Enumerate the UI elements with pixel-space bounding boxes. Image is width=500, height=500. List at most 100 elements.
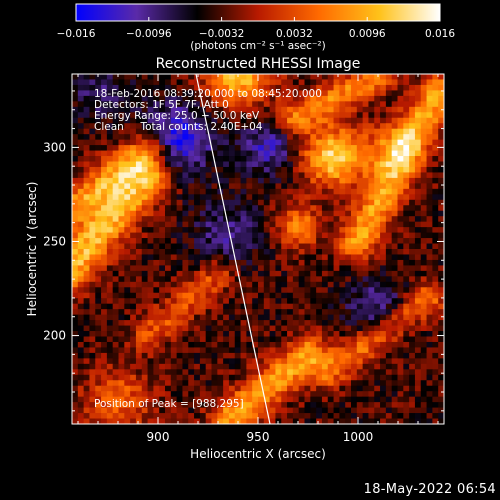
heatmap-cell: [339, 352, 346, 359]
heatmap-cell: [170, 210, 178, 217]
heatmap-cell: [106, 210, 114, 217]
heatmap-cell: [228, 391, 236, 398]
heatmap-cell: [77, 396, 85, 403]
heatmap-cell: [188, 276, 195, 283]
heatmap-cell: [182, 320, 189, 326]
heatmap-cell: [327, 79, 334, 86]
heatmap-cell: [292, 123, 300, 130]
heatmap-cell: [165, 265, 172, 272]
heatmap-cell: [124, 227, 131, 233]
heatmap-cell: [228, 112, 236, 119]
heatmap-cell: [182, 238, 189, 244]
heatmap-cell: [124, 254, 131, 261]
heatmap-cell: [246, 418, 253, 425]
heatmap-cell: [321, 172, 329, 179]
heatmap-cell: [228, 418, 236, 425]
heatmap-cell: [141, 320, 148, 326]
heatmap-cell: [339, 243, 346, 250]
heatmap-cell: [327, 232, 334, 239]
heatmap-cell: [159, 385, 166, 392]
heatmap-cell: [147, 232, 154, 239]
heatmap-cell: [83, 331, 90, 337]
heatmap-cell: [159, 74, 166, 80]
heatmap-cell: [182, 145, 189, 151]
heatmap-cell: [159, 79, 166, 86]
heatmap-cell: [118, 238, 125, 244]
heatmap-cell: [351, 199, 358, 206]
heatmap-cell: [182, 396, 189, 403]
heatmap-cell: [188, 232, 195, 239]
heatmap-cell: [310, 320, 317, 326]
heatmap-cell: [414, 336, 422, 343]
heatmap-cell: [246, 331, 253, 337]
heatmap-cell: [101, 292, 108, 299]
heatmap-cell: [130, 259, 137, 266]
heatmap-cell: [275, 95, 282, 102]
heatmap-cell: [414, 139, 422, 146]
heatmap-cell: [362, 90, 369, 97]
heatmap-cell: [95, 172, 102, 179]
heatmap-cell: [72, 112, 79, 119]
heatmap-cell: [135, 139, 143, 146]
heatmap-cell: [234, 232, 241, 239]
heatmap-cell: [316, 194, 323, 201]
heatmap-cell: [188, 243, 195, 250]
heatmap-cell: [409, 249, 416, 255]
heatmap-cell: [321, 139, 329, 146]
heatmap-cell: [385, 413, 393, 419]
heatmap-cell: [368, 216, 375, 223]
heatmap-cell: [362, 249, 369, 255]
heatmap-cell: [414, 320, 422, 326]
heatmap-cell: [380, 183, 387, 190]
heatmap-cell: [374, 106, 381, 113]
heatmap-cell: [252, 183, 259, 190]
heatmap-cell: [426, 418, 433, 425]
heatmap-cell: [345, 205, 352, 212]
heatmap-cell: [141, 259, 148, 266]
heatmap-cell: [310, 199, 317, 206]
heatmap-cell: [176, 254, 183, 261]
heatmap-cell: [130, 177, 137, 184]
heatmap-cell: [77, 314, 85, 321]
heatmap-cell: [281, 298, 288, 305]
heatmap-cell: [159, 188, 166, 195]
heatmap-cell: [287, 106, 294, 113]
heatmap-cell: [304, 79, 311, 86]
heatmap-cell: [153, 74, 160, 80]
heatmap-cell: [356, 90, 364, 97]
heatmap-cell: [135, 199, 143, 206]
heatmap-cell: [275, 402, 282, 408]
heatmap-cell: [414, 156, 422, 162]
heatmap-cell: [362, 413, 369, 419]
heatmap-cell: [217, 402, 224, 408]
heatmap-cell: [368, 413, 375, 419]
heatmap-cell: [141, 95, 148, 102]
heatmap-cell: [124, 413, 131, 419]
heatmap-cell: [391, 150, 398, 157]
heatmap-cell: [426, 259, 433, 266]
heatmap-cell: [95, 396, 102, 403]
solar-limb-line: [195, 73, 271, 425]
heatmap-cell: [147, 254, 154, 261]
heatmap-cell: [403, 84, 410, 91]
heatmap-cell: [130, 385, 137, 392]
heatmap-cell: [333, 123, 340, 130]
heatmap-cell: [345, 221, 352, 228]
heatmap-cell: [345, 134, 352, 141]
heatmap-cell: [89, 407, 96, 414]
heatmap-cell: [438, 95, 445, 102]
heatmap-cell: [269, 232, 276, 239]
heatmap-cell: [275, 303, 282, 310]
heatmap-cell: [135, 128, 143, 135]
heatmap-cell: [327, 309, 334, 316]
heatmap-cell: [182, 194, 189, 201]
heatmap-cell: [409, 265, 416, 272]
heatmap-cell: [351, 352, 358, 359]
heatmap-cell: [159, 243, 166, 250]
heatmap-cell: [304, 227, 311, 233]
heatmap-cell: [397, 216, 404, 223]
heatmap-cell: [252, 210, 259, 217]
heatmap-cell: [368, 134, 375, 141]
heatmap-cell: [339, 276, 346, 283]
heatmap-cell: [281, 79, 288, 86]
